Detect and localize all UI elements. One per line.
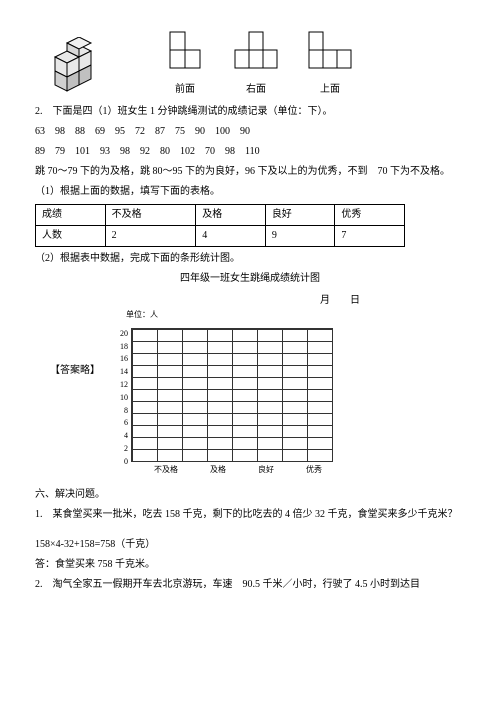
y-tick: 14: [120, 366, 128, 379]
row-label-cell: 人数: [36, 226, 106, 247]
value-cell: 9: [265, 226, 335, 247]
table-data-row: 人数 2 4 9 7: [36, 226, 405, 247]
right-view: 右面: [233, 30, 279, 98]
section6-q1-ans: 答：食堂买来 758 千克米。: [35, 557, 465, 573]
q2-sub2: （2）根据表中数据，完成下面的条形统计图。: [35, 251, 465, 267]
front-label: 前面: [165, 82, 205, 98]
y-tick: 18: [120, 341, 128, 354]
section6-q2: 2. 淘气全家五一假期开车去北京游玩，车速 90.5 千米／小时，行驶了 4.5…: [35, 577, 465, 593]
q2-intro: 2. 下面是四（1）班女生 1 分钟跳绳测试的成绩记录（单位：下）。: [35, 104, 465, 120]
front-view: 前面: [165, 30, 205, 98]
chart-grid: [131, 328, 333, 462]
x-label: 及格: [210, 464, 226, 477]
y-tick: 20: [120, 328, 128, 341]
table-header-row: 成绩 不及格 及格 良好 优秀: [36, 205, 405, 226]
x-label: 良好: [258, 464, 274, 477]
y-tick: 12: [120, 379, 128, 392]
chart-x-labels: 不及格 及格 良好 优秀: [138, 464, 338, 477]
value-cell: 2: [105, 226, 196, 247]
chart-y-labels: 20 18 16 14 12 10 8 6 4 2 0: [120, 328, 131, 460]
isometric-cube-figure: [45, 37, 105, 98]
y-tick: 0: [120, 456, 128, 469]
header-cell: 成绩: [36, 205, 106, 226]
header-cell: 良好: [265, 205, 335, 226]
y-tick: 6: [120, 417, 128, 430]
orthographic-views: 前面 右面 上面: [165, 30, 353, 98]
x-label: 优秀: [306, 464, 322, 477]
right-label: 右面: [233, 82, 279, 98]
chart-title: 四年级一班女生跳绳成绩统计图: [35, 271, 465, 287]
y-tick: 2: [120, 443, 128, 456]
grades-table: 成绩 不及格 及格 良好 优秀 人数 2 4 9 7: [35, 204, 405, 247]
top-view: 上面: [307, 30, 353, 98]
value-cell: 7: [335, 226, 405, 247]
chart-area: 月 日 单位：人 20 18 16 14 12 10 8 6 4 2 0 不及格…: [120, 293, 380, 477]
y-tick: 4: [120, 430, 128, 443]
header-cell: 优秀: [335, 205, 405, 226]
y-tick: 10: [120, 392, 128, 405]
header-cell: 及格: [196, 205, 266, 226]
y-tick: 8: [120, 405, 128, 418]
section6-q1: 1. 某食堂买来一批米，吃去 158 千克，剩下的比吃去的 4 倍少 32 千克…: [35, 507, 465, 523]
views-row: 前面 右面 上面: [35, 30, 465, 98]
q2-data-row1: 63 98 88 69 95 72 87 75 90 100 90: [35, 124, 465, 140]
top-label: 上面: [307, 82, 353, 98]
section6-q1-calc: 158×4-32+158=758（千克）: [35, 537, 465, 553]
chart-date: 月 日: [120, 293, 360, 309]
q2-data-row2: 89 79 101 93 98 92 80 102 70 98 110: [35, 144, 465, 160]
chart-body: 20 18 16 14 12 10 8 6 4 2 0: [120, 322, 380, 462]
q2-criteria: 跳 70～79 下的为及格，跳 80～95 下的为良好，96 下及以上的为优秀，…: [35, 164, 465, 180]
chart-y-unit: 单位：人: [126, 309, 380, 322]
answer-note: 【答案略】: [50, 363, 100, 379]
header-cell: 不及格: [105, 205, 196, 226]
section6-title: 六、解决问题。: [35, 487, 465, 503]
value-cell: 4: [196, 226, 266, 247]
y-tick: 16: [120, 353, 128, 366]
q2-sub1: （1）根据上面的数据，填写下面的表格。: [35, 184, 465, 200]
x-label: 不及格: [154, 464, 178, 477]
